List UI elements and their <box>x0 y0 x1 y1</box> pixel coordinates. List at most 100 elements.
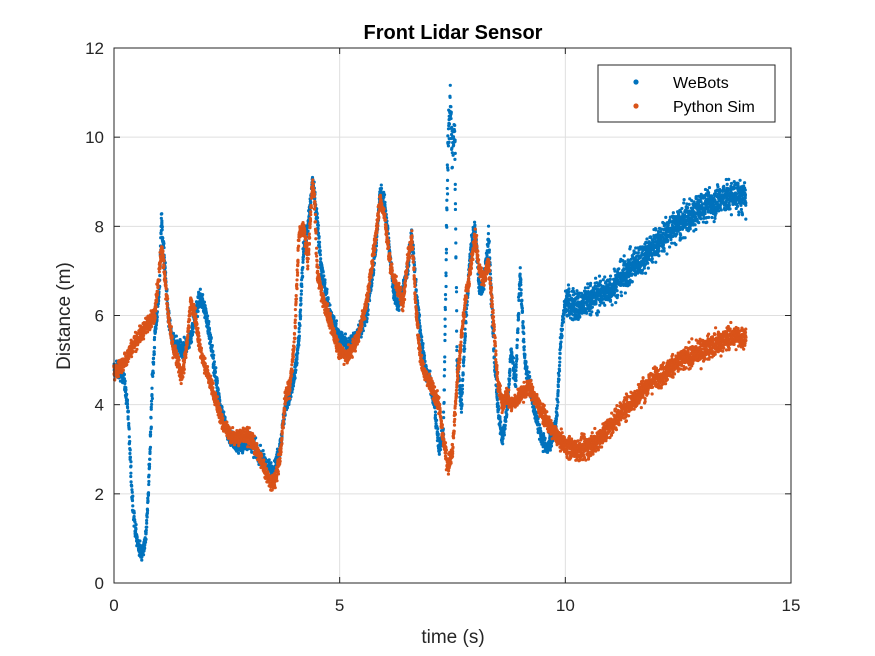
data-point <box>439 447 443 452</box>
data-point <box>443 293 448 297</box>
data-point <box>132 514 136 519</box>
data-point <box>214 366 218 370</box>
data-point <box>610 303 614 307</box>
data-point <box>325 287 329 291</box>
data-point <box>211 356 215 360</box>
data-point <box>463 347 467 351</box>
data-point <box>160 212 164 216</box>
data-point <box>433 413 438 417</box>
data-point <box>285 406 290 410</box>
data-point <box>130 498 135 503</box>
data-point <box>299 302 303 306</box>
data-point <box>502 433 506 437</box>
data-point <box>657 249 661 253</box>
data-point <box>643 271 648 275</box>
data-point <box>212 360 216 364</box>
data-point <box>128 439 132 444</box>
data-point <box>366 313 370 317</box>
data-point <box>650 260 655 264</box>
data-point <box>497 407 501 412</box>
data-point <box>446 144 451 148</box>
data-point <box>453 151 457 155</box>
data-point <box>555 406 559 410</box>
data-point <box>299 314 303 319</box>
data-point <box>436 432 440 436</box>
data-point <box>146 493 151 497</box>
data-point <box>520 298 524 302</box>
data-point <box>522 345 526 349</box>
data-point <box>623 291 627 295</box>
data-point <box>449 110 453 114</box>
data-point <box>138 539 142 543</box>
data-point <box>657 254 661 258</box>
data-point <box>595 313 599 317</box>
data-point <box>147 479 151 484</box>
data-point <box>454 290 459 294</box>
data-point <box>523 356 527 360</box>
data-point <box>516 330 520 335</box>
data-point <box>316 226 320 231</box>
data-point <box>608 274 613 278</box>
data-point <box>141 553 146 557</box>
data-point <box>212 353 216 357</box>
data-point <box>561 320 566 324</box>
data-point <box>207 328 212 332</box>
data-point <box>461 373 465 377</box>
data-point <box>132 511 136 515</box>
data-point <box>460 390 464 395</box>
data-point <box>557 373 561 378</box>
data-point <box>443 338 447 343</box>
data-point <box>201 292 205 297</box>
data-point <box>316 223 321 228</box>
data-point <box>182 335 186 339</box>
data-point <box>149 416 153 420</box>
data-point <box>511 361 515 365</box>
data-point <box>150 402 154 407</box>
data-point <box>601 278 605 282</box>
data-point <box>436 436 440 440</box>
data-point <box>299 289 304 293</box>
data-point <box>297 326 301 331</box>
data-point <box>160 225 164 229</box>
data-point <box>148 430 153 434</box>
data-point <box>145 511 150 515</box>
data-point <box>640 271 644 275</box>
data-point <box>144 528 148 532</box>
data-point <box>316 221 320 225</box>
data-point <box>152 360 156 364</box>
data-point <box>187 345 191 349</box>
data-point <box>555 403 560 408</box>
data-point <box>154 326 158 331</box>
data-point <box>383 200 387 205</box>
data-point <box>452 143 456 147</box>
data-point <box>179 340 183 344</box>
data-point <box>516 327 520 331</box>
data-point <box>321 270 325 274</box>
data-point <box>528 374 532 379</box>
data-point <box>693 223 697 227</box>
data-point <box>300 275 305 279</box>
data-point <box>150 396 154 401</box>
data-point <box>445 178 450 183</box>
data-point <box>520 309 525 313</box>
data-point <box>148 450 152 454</box>
data-point <box>473 223 477 227</box>
data-point <box>365 320 369 324</box>
data-point <box>145 515 149 519</box>
data-point <box>654 227 658 231</box>
data-point <box>519 288 523 292</box>
data-point <box>210 343 214 348</box>
data-point <box>556 388 560 393</box>
data-point <box>519 291 523 295</box>
data-point <box>554 421 558 425</box>
data-point <box>143 540 148 544</box>
data-point <box>152 352 156 356</box>
data-point <box>630 272 635 276</box>
data-point <box>153 330 157 334</box>
data-point <box>675 232 679 236</box>
data-point <box>159 216 163 220</box>
data-point <box>453 129 457 133</box>
data-point <box>453 207 458 212</box>
data-point <box>674 243 678 247</box>
data-point <box>596 310 601 314</box>
